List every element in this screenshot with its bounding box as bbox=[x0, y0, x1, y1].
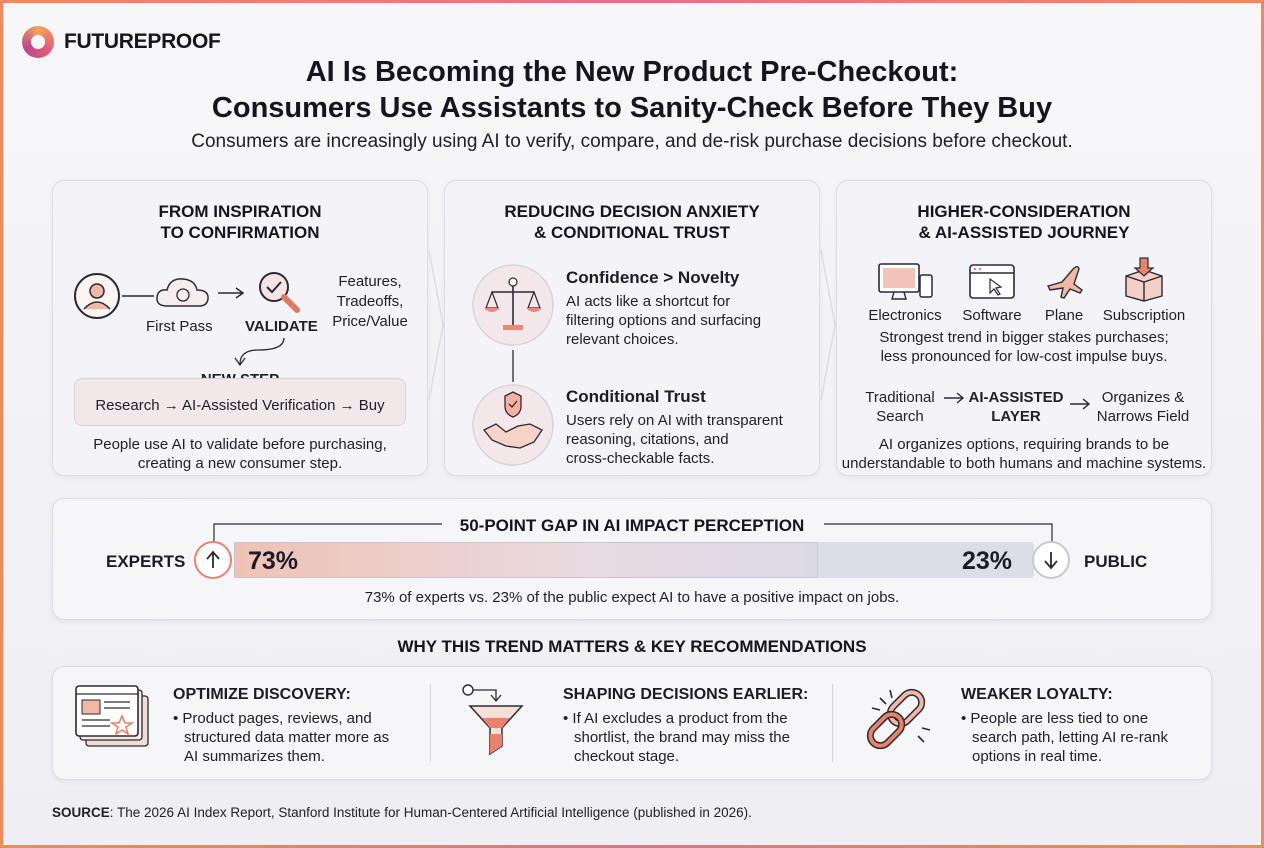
divider bbox=[430, 684, 431, 762]
rec1-line2: structured data matter more as bbox=[184, 729, 390, 746]
rec1-line1: • Product pages, reviews, and bbox=[173, 710, 372, 727]
panel2-title-line2: & CONDITIONAL TRUST bbox=[533, 223, 731, 242]
gap-bracket bbox=[213, 523, 1053, 544]
flow-text: Research → AI-Assisted Verification → Bu… bbox=[95, 397, 385, 414]
traditional-search-line1: Traditional bbox=[865, 389, 935, 406]
rec2-line1: • If AI excludes a product from the bbox=[563, 710, 788, 727]
experts-label: EXPERTS bbox=[106, 552, 186, 571]
logo-ring-icon bbox=[22, 26, 54, 58]
arrow-right-icon bbox=[218, 287, 245, 299]
ai-layer-line2: LAYER bbox=[991, 408, 1041, 425]
arrow-right-icon bbox=[944, 392, 965, 404]
panel-higher-consideration bbox=[836, 180, 1212, 476]
item-confidence-line2: filtering options and surfacing bbox=[566, 312, 762, 329]
arrow-up-circle-icon bbox=[194, 541, 232, 579]
page-title-line1: AI Is Becoming the New Product Pre-Check… bbox=[305, 56, 959, 88]
panel2-title-line1: REDUCING DECISION ANXIETY bbox=[504, 202, 760, 221]
panel1-title-line2: TO CONFIRMATION bbox=[160, 223, 320, 242]
organizes-line2: Narrows Field bbox=[1096, 408, 1190, 425]
ai-layer-line1: AI-ASSISTED bbox=[968, 389, 1064, 406]
features-line3: Price/Value bbox=[332, 313, 408, 330]
webpage-review-icon bbox=[75, 685, 149, 747]
arrow-down-circle-icon bbox=[1032, 541, 1070, 579]
rec2-line3: checkout stage. bbox=[574, 748, 680, 765]
rec3-title: WEAKER LOYALTY: bbox=[961, 686, 1113, 703]
funnel-icon bbox=[462, 684, 524, 756]
source-label: SOURCE bbox=[52, 805, 110, 820]
gap-caption: 73% of experts vs. 23% of the public exp… bbox=[364, 589, 900, 606]
item-confidence-line1: AI acts like a shortcut for bbox=[566, 293, 731, 310]
flow-pill bbox=[74, 378, 406, 426]
plane-icon bbox=[1046, 266, 1083, 299]
category-electronics: Electronics bbox=[868, 307, 942, 324]
page-title-line2: Consumers Use Assistants to Sanity-Check… bbox=[211, 92, 1053, 124]
rec3-line2: search path, letting AI re-rank bbox=[972, 729, 1168, 746]
item-trust-title: Conditional Trust bbox=[566, 387, 706, 406]
item-trust-line3: cross-checkable facts. bbox=[566, 450, 715, 467]
trend-line2: less pronounced for low-cost impulse buy… bbox=[880, 348, 1168, 365]
handshake-shield-icon bbox=[472, 384, 554, 466]
panel-inspiration bbox=[52, 180, 428, 476]
trend-line1: Strongest trend in bigger stakes purchas… bbox=[879, 329, 1169, 346]
panel3-title-line2: & AI-ASSISTED JOURNEY bbox=[918, 223, 1130, 242]
user-icon bbox=[74, 273, 120, 319]
rec3-line3: options in real time. bbox=[972, 748, 1103, 765]
validate-label: VALIDATE bbox=[245, 318, 318, 335]
page-subtitle: Consumers are increasingly using AI to v… bbox=[191, 131, 1073, 152]
rec1-line3: AI summarizes them. bbox=[184, 748, 325, 765]
item-trust-line1: Users rely on AI with transparent bbox=[566, 412, 783, 429]
source-text: : The 2026 AI Index Report, Stanford Ins… bbox=[109, 805, 752, 820]
curved-arrow-down-icon bbox=[234, 337, 285, 367]
recommendations-panel bbox=[52, 666, 1212, 780]
experts-value: 73% bbox=[248, 547, 299, 575]
category-software: Software bbox=[962, 307, 1022, 324]
gap-title: 50-POINT GAP IN AI IMPACT PERCEPTION bbox=[459, 516, 805, 535]
arrow-right-icon bbox=[1070, 398, 1091, 410]
organizes-line1: Organizes & bbox=[1101, 389, 1185, 406]
panel1-caption-line1: People use AI to validate before purchas… bbox=[93, 436, 387, 453]
public-label: PUBLIC bbox=[1084, 552, 1148, 571]
panel1-caption-line2: creating a new consumer step. bbox=[137, 455, 343, 472]
magnifier-check-icon bbox=[259, 272, 300, 313]
traditional-search-line2: Search bbox=[876, 408, 924, 425]
panel3-title-line1: HIGHER-CONSIDERATION bbox=[917, 202, 1131, 221]
brand-name: FUTUREPROOF bbox=[64, 30, 221, 53]
software-window-icon bbox=[969, 264, 1015, 299]
experts-bar-fill bbox=[234, 542, 818, 578]
source-note: SOURCE: The 2026 AI Index Report, Stanfo… bbox=[52, 805, 752, 820]
subscription-box-icon bbox=[1125, 257, 1163, 302]
chevron-separator-icon bbox=[820, 250, 836, 400]
rec2-title: SHAPING DECISIONS EARLIER: bbox=[563, 686, 809, 703]
item-confidence-title: Confidence > Novelty bbox=[566, 268, 740, 287]
public-value: 23% bbox=[962, 547, 1013, 575]
first-pass-label: First Pass bbox=[146, 318, 213, 335]
connector-line bbox=[512, 350, 514, 382]
category-plane: Plane bbox=[1044, 307, 1084, 324]
brand-logo: FUTUREPROOF bbox=[22, 26, 221, 58]
divider bbox=[832, 684, 833, 762]
panel3-caption-line2: understandable to both humans and machin… bbox=[841, 455, 1207, 472]
connector-line bbox=[122, 295, 154, 297]
item-confidence-line3: relevant choices. bbox=[566, 331, 679, 348]
features-line2: Tradeoffs, bbox=[336, 293, 404, 310]
rec2-line2: shortlist, the brand may miss the bbox=[574, 729, 790, 746]
rec3-line1: • People are less tied to one bbox=[961, 710, 1149, 727]
broken-link-icon bbox=[866, 688, 931, 750]
item-trust-line2: reasoning, citations, and bbox=[566, 431, 729, 448]
features-line1: Features, bbox=[338, 273, 402, 290]
scales-icon bbox=[472, 264, 554, 346]
electronics-icon bbox=[878, 263, 933, 300]
panel3-caption-line1: AI organizes options, requiring brands t… bbox=[878, 436, 1170, 453]
rec1-title: OPTIMIZE DISCOVERY: bbox=[173, 686, 351, 703]
cloud-sync-icon bbox=[156, 278, 209, 307]
category-subscription: Subscription bbox=[1102, 307, 1186, 324]
why-heading: WHY THIS TREND MATTERS & KEY RECOMMENDAT… bbox=[397, 637, 867, 656]
chevron-separator-icon bbox=[428, 250, 444, 400]
panel1-title-line1: FROM INSPIRATION bbox=[158, 202, 322, 221]
